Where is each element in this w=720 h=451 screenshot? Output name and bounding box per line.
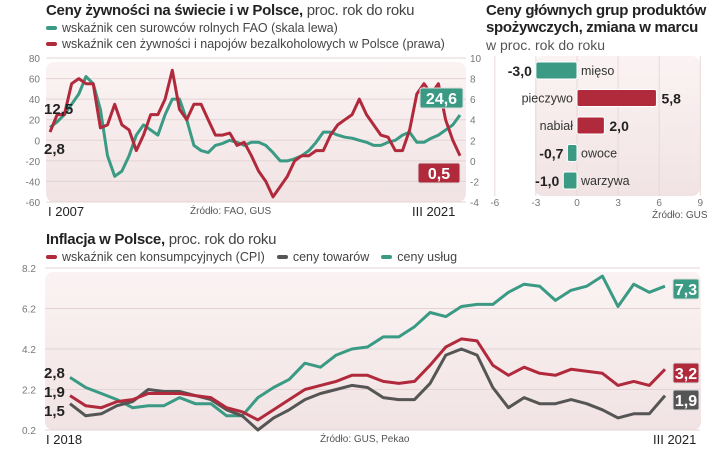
legend-swatch [276, 255, 288, 259]
legend-swatch [46, 255, 57, 259]
legend-swatch [46, 26, 57, 30]
bar-mięso [535, 61, 578, 80]
services-end-label: 7,3 [675, 282, 697, 299]
services-series-line [69, 274, 666, 418]
y-right-tick: 6 [470, 95, 476, 106]
services-start-label: 2,8 [44, 365, 65, 382]
bar-category-label: warzywa [580, 174, 630, 188]
y-tick: 2.2 [22, 386, 36, 397]
goods-end-label-box [672, 389, 700, 411]
x-tick: 3 [615, 198, 621, 209]
bar-value-label: 5,8 [661, 91, 681, 107]
y-left-tick: -60 [26, 198, 41, 209]
bar-owoce [566, 144, 578, 162]
y-right-tick: 0 [470, 157, 476, 168]
pl-start-label: 2,8 [44, 141, 65, 158]
chart1-x-end: III 2021 [412, 204, 456, 219]
y-right-tick: 2 [470, 136, 476, 147]
x-tick: 9 [698, 198, 704, 209]
bar-value-label: 2,0 [609, 118, 629, 134]
bar-value-label: -0,7 [539, 146, 563, 162]
poland-food-series-line [48, 68, 462, 199]
pl-end-label: 0,5 [428, 166, 450, 183]
bar-category-label: pieczywo [522, 92, 573, 106]
fao-start-label: 12,5 [44, 101, 73, 118]
bar-value-label: -3,0 [508, 63, 532, 79]
cpi-end-label: 3,2 [675, 366, 697, 383]
chart3-plot-area [45, 272, 701, 430]
y-right-tick: 10 [470, 54, 482, 65]
y-right-tick: 8 [470, 75, 476, 86]
bar-value-label: -1,0 [535, 173, 559, 189]
cpi-series-line [69, 337, 667, 422]
bar-category-label: nabiał [540, 119, 574, 133]
bar-warzywa [562, 171, 578, 190]
y-left-tick: -40 [26, 177, 41, 188]
y-right-tick: 4 [470, 116, 476, 127]
legend-swatch [381, 255, 393, 259]
chart1-source: Źródło: FAO, GUS [190, 206, 272, 217]
x-tick: 6 [656, 198, 662, 209]
bar-category-label: owoce [581, 147, 617, 161]
fao-end-label-box [419, 87, 464, 109]
fao-end-label: 24,6 [426, 91, 457, 108]
y-left-tick: 0 [34, 136, 40, 147]
x-tick: 0 [574, 198, 580, 209]
chart1-plot-area [46, 62, 466, 202]
x-tick: -3 [531, 198, 540, 209]
chart3-legend: wskaźnik cen konsumpcyjnych (CPI) ceny t… [46, 250, 457, 264]
legend-pl: wskaźnik cen żywności i napojów bezalkoh… [46, 37, 445, 51]
goods-series-line [69, 347, 667, 432]
y-tick: 0.2 [22, 426, 36, 437]
y-right-tick: -4 [470, 198, 479, 209]
chart3-title: Inflacja w Polsce, proc. rok do roku [46, 231, 277, 248]
y-left-tick: -20 [26, 157, 41, 168]
goods-end-label: 1,9 [675, 393, 697, 410]
goods-start-label: 1,5 [44, 403, 65, 420]
chart2-subtitle: w proc. rok do roku [486, 37, 606, 53]
cpi-start-label: 1,9 [44, 384, 65, 401]
chart3-x-end: III 2021 [653, 432, 697, 447]
y-left-tick: 20 [29, 116, 41, 127]
y-right-tick: -2 [470, 177, 479, 188]
y-tick: 6.2 [22, 305, 36, 316]
x-tick: -6 [490, 198, 499, 209]
chart2-source: Źródło: GUS [652, 210, 708, 221]
bar-category-label: mięso [581, 64, 614, 78]
pl-end-label-box [417, 162, 461, 184]
y-tick: 4.2 [22, 345, 36, 356]
chart1-x-start: I 2007 [48, 204, 85, 219]
bar-pieczywo [576, 89, 657, 107]
y-tick: 8.2 [22, 264, 36, 275]
y-left-tick: 80 [29, 54, 41, 65]
services-end-label-box [672, 278, 700, 300]
legend-fao: wskaźnik cen surowców rolnych FAO (skala… [46, 21, 338, 35]
y-left-tick: 60 [29, 75, 41, 86]
legend-swatch [46, 42, 57, 46]
bar-nabiał [576, 116, 605, 135]
chart3-x-start: I 2018 [46, 432, 83, 447]
y-left-tick: 40 [29, 95, 41, 106]
chart3-source: Źródło: GUS, Pekao [320, 434, 410, 445]
chart1-title: Ceny żywności na świecie i w Polsce, pro… [46, 2, 415, 19]
chart2-title: Ceny głównych grup produktów spożywczych… [486, 2, 706, 36]
cpi-end-label-box [672, 362, 700, 384]
